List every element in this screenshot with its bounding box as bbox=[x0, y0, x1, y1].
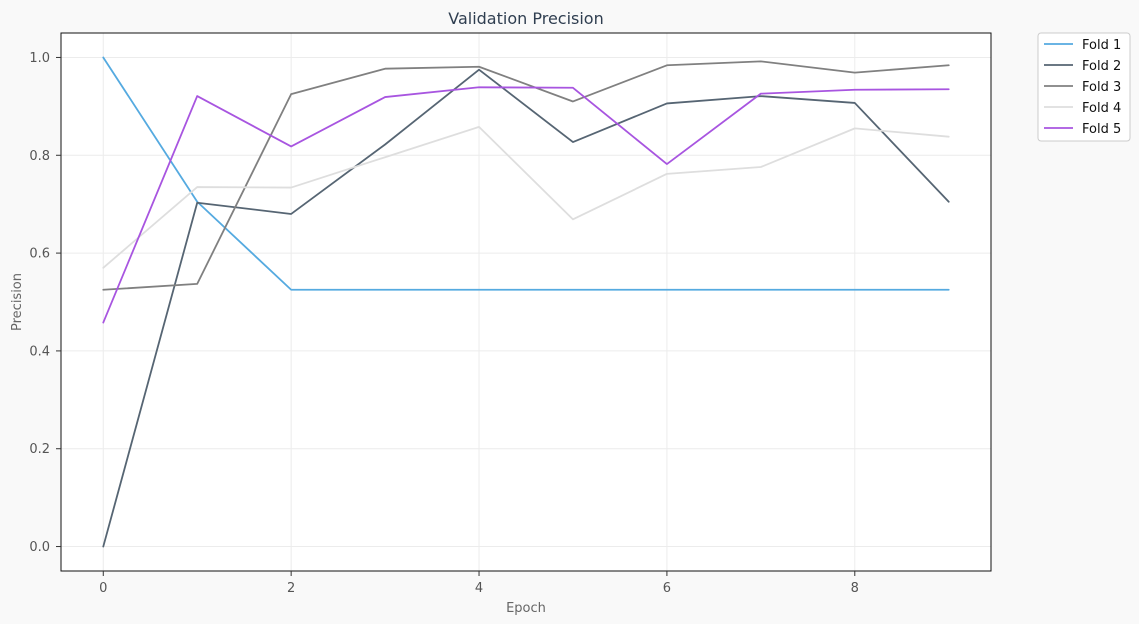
y-tick-label: 0.4 bbox=[29, 344, 50, 359]
y-axis: 0.0 0.2 0.4 0.6 0.8 1.0 bbox=[29, 51, 61, 555]
x-axis-label: Epoch bbox=[506, 601, 546, 616]
x-axis: 0 2 4 6 8 bbox=[99, 571, 859, 596]
grid bbox=[61, 33, 991, 571]
y-tick-label: 0.0 bbox=[29, 540, 50, 555]
y-tick-label: 0.6 bbox=[29, 247, 50, 262]
legend-label-fold-5: Fold 5 bbox=[1082, 122, 1121, 137]
series-layer bbox=[102, 56, 950, 548]
series-line-fold-3 bbox=[102, 60, 950, 291]
y-tick-label: 0.2 bbox=[29, 442, 50, 457]
x-tick-label: 4 bbox=[475, 581, 483, 596]
legend-label-fold-2: Fold 2 bbox=[1082, 59, 1121, 74]
chart-title: Validation Precision bbox=[448, 9, 603, 28]
legend-label-fold-3: Fold 3 bbox=[1082, 80, 1121, 95]
legend-label-fold-1: Fold 1 bbox=[1082, 38, 1121, 53]
legend: Fold 1 Fold 2 Fold 3 Fold 4 Fold 5 bbox=[1037, 32, 1131, 142]
y-tick-label: 1.0 bbox=[29, 51, 50, 66]
x-tick-label: 2 bbox=[287, 581, 295, 596]
legend-frame bbox=[1037, 32, 1131, 142]
x-tick-label: 0 bbox=[99, 581, 107, 596]
plot-area bbox=[61, 33, 991, 571]
series-line-fold-2 bbox=[102, 68, 950, 548]
y-tick-label: 0.8 bbox=[29, 149, 50, 164]
y-axis-label: Precision bbox=[10, 273, 25, 331]
legend-label-fold-4: Fold 4 bbox=[1082, 101, 1121, 116]
series-line-fold-4 bbox=[102, 126, 950, 269]
series-line-fold-5 bbox=[102, 86, 950, 324]
x-tick-label: 8 bbox=[851, 581, 859, 596]
x-tick-label: 6 bbox=[663, 581, 671, 596]
series-line-fold-1 bbox=[102, 56, 950, 291]
plot-frame bbox=[60, 32, 992, 572]
